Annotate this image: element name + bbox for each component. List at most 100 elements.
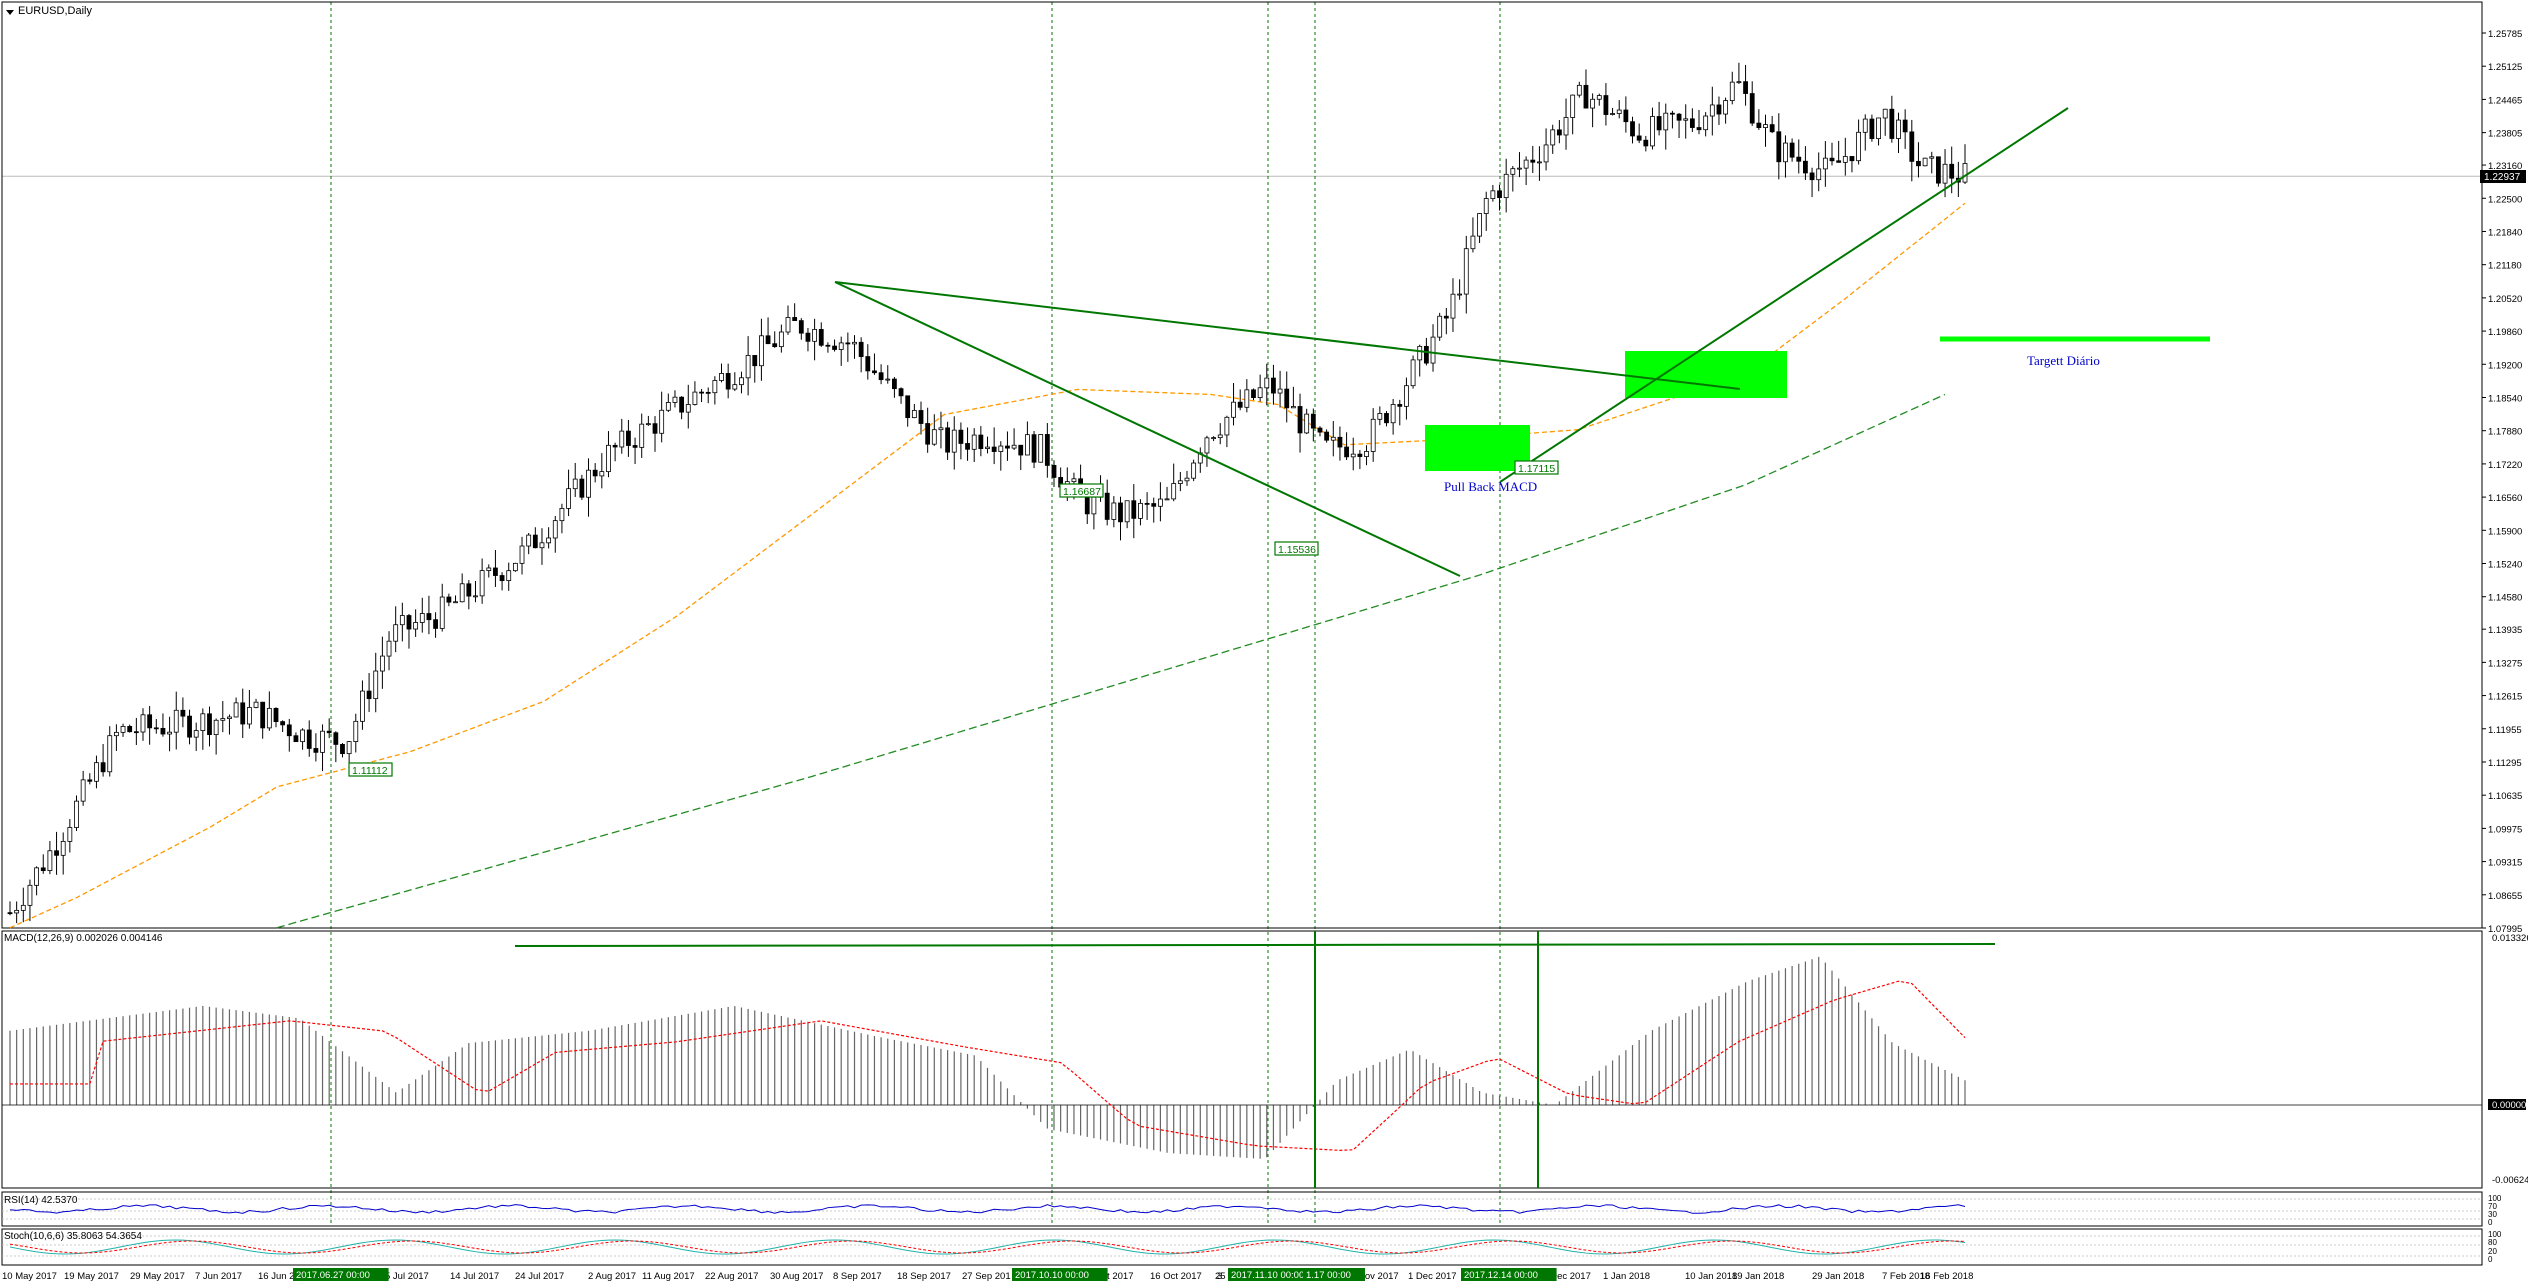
candle-body-bull bbox=[1091, 496, 1097, 515]
candle-body-bull bbox=[353, 720, 359, 742]
candle-body-bull bbox=[399, 615, 405, 626]
candle-body-bull bbox=[213, 719, 219, 736]
candle-body-bear bbox=[1344, 446, 1349, 458]
level-labels: 1.11112 1.16687 1.15536 1.17115 bbox=[348, 460, 1559, 777]
candle-body-bull bbox=[266, 707, 272, 729]
level-label-1: 1.11112 bbox=[352, 765, 388, 777]
stoch-signal-line bbox=[9, 1240, 1966, 1254]
time-label-8: 2 Aug 2017 bbox=[588, 1271, 636, 1282]
candle-body-bear bbox=[433, 619, 438, 629]
candle-body-bear bbox=[260, 701, 266, 729]
candle-body-bull bbox=[1822, 157, 1828, 170]
candle-body-bull bbox=[1856, 131, 1862, 162]
candle-body-bull bbox=[951, 429, 957, 453]
price-tick-label-17: 1.14580 bbox=[2488, 593, 2522, 604]
candle-body-bear bbox=[1583, 84, 1589, 109]
candle-body-bull bbox=[1290, 406, 1296, 409]
candle-body-bear bbox=[858, 341, 864, 357]
macd-tick-bottom: -0.00624 bbox=[2492, 1175, 2528, 1186]
candle-body-bull bbox=[1164, 498, 1170, 501]
price-tick-label-20: 1.12615 bbox=[2488, 692, 2522, 703]
candle-body-bull bbox=[566, 488, 571, 509]
candle-body-bull bbox=[413, 622, 419, 630]
stoch-axis: 100 80 20 0 bbox=[2488, 1230, 2502, 1264]
stoch-tick-20: 20 bbox=[2488, 1247, 2497, 1256]
candle-body-bull bbox=[1224, 416, 1230, 436]
price-tick-label-11: 1.18540 bbox=[2488, 393, 2522, 404]
candle-body-bull bbox=[1663, 112, 1669, 131]
candle-body-bull bbox=[320, 730, 325, 753]
candle-body-bear bbox=[1084, 494, 1090, 515]
price-tick-label-26: 1.08655 bbox=[2488, 891, 2522, 902]
price-tick-label-22: 1.11295 bbox=[2488, 758, 2522, 769]
candle-body-bull bbox=[1410, 359, 1416, 387]
macd-tick-top: 0.013326 bbox=[2492, 933, 2528, 944]
rsi-tick-100: 100 bbox=[2488, 1194, 2502, 1203]
pullback-annotation: Pull Back MACD bbox=[1444, 479, 1537, 494]
candle-body-bear bbox=[1689, 118, 1695, 128]
candle-body-bull bbox=[1177, 480, 1183, 484]
level-box-2 bbox=[1059, 483, 1104, 498]
candle-body-bull bbox=[1204, 437, 1210, 454]
candle-body-bear bbox=[1118, 502, 1123, 523]
candle-body-bear bbox=[905, 395, 911, 419]
candle-body-bear bbox=[612, 444, 618, 448]
candle-body-bear bbox=[1670, 112, 1675, 115]
candle-body-bull bbox=[1370, 418, 1376, 452]
candle-body-bear bbox=[100, 762, 106, 773]
candle-body-bear bbox=[147, 714, 153, 729]
candle-body-bull bbox=[1703, 115, 1709, 131]
candle-body-bull bbox=[1417, 345, 1423, 361]
candle-body-bear bbox=[1796, 156, 1802, 162]
candle-body-bear bbox=[426, 613, 432, 621]
price-tick-label-10: 1.19200 bbox=[2488, 360, 2522, 371]
candle-body-bear bbox=[499, 575, 505, 582]
candle-body-bear bbox=[1131, 500, 1137, 519]
candle-body-bear bbox=[805, 332, 811, 342]
candle-body-bear bbox=[40, 867, 46, 872]
price-tick-label-16: 1.15240 bbox=[2488, 560, 2522, 571]
candle-body-bear bbox=[1656, 116, 1662, 131]
candle-body-bear bbox=[1310, 413, 1316, 429]
price-tick-label-23: 1.10635 bbox=[2488, 791, 2522, 802]
candle-body-bull bbox=[1377, 413, 1383, 420]
time-label-23: 10 Jan 2018 bbox=[1685, 1271, 1737, 1282]
candle-body-bear bbox=[1603, 95, 1609, 115]
pullback-zone bbox=[1425, 425, 1530, 471]
candle-body-bear bbox=[127, 725, 133, 733]
price-tick-label-14: 1.16560 bbox=[2488, 493, 2522, 504]
trendline-upper-resistance bbox=[834, 281, 1741, 390]
candle-body-bear bbox=[1443, 315, 1449, 319]
candle-body-bear bbox=[945, 427, 951, 453]
price-tick-label-24: 1.09975 bbox=[2488, 824, 2522, 835]
candle-body-bear bbox=[1497, 190, 1502, 199]
candle-body-bear bbox=[1384, 413, 1389, 424]
price-axis: 1.22937 1.25785 1.25125 1.24465 1.23805 1.23… bbox=[2480, 29, 2526, 935]
candle-body-bull bbox=[1157, 498, 1163, 507]
candle-body-bull bbox=[512, 562, 518, 572]
candle-body-bull bbox=[14, 909, 20, 914]
candle-body-bear bbox=[991, 446, 997, 452]
candle-body-bear bbox=[792, 317, 798, 322]
candle-body-bull bbox=[113, 731, 119, 737]
dropdown-triangle-icon[interactable] bbox=[6, 10, 14, 15]
time-highlight-box-4 bbox=[1461, 1268, 1557, 1281]
candle-body-bull bbox=[453, 601, 458, 604]
candle-body-bear bbox=[1776, 131, 1782, 163]
candle-body-bull bbox=[1390, 404, 1396, 424]
moving-averages bbox=[9, 202, 1966, 929]
candle-body-bull bbox=[1922, 157, 1928, 167]
candle-body-bull bbox=[473, 595, 478, 598]
candle-body-bull bbox=[1550, 129, 1556, 146]
macd-histogram bbox=[2, 931, 2482, 1188]
candle-body-bear bbox=[1104, 492, 1110, 520]
main-panel-frame bbox=[1, 1, 2483, 929]
candle-body-bull bbox=[1503, 173, 1509, 199]
candle-body-bull bbox=[1457, 293, 1463, 296]
candle-body-bull bbox=[479, 570, 485, 597]
candle-body-bull bbox=[1430, 336, 1436, 364]
candle-body-bear bbox=[1716, 104, 1722, 115]
candle-body-bull bbox=[1816, 168, 1822, 181]
